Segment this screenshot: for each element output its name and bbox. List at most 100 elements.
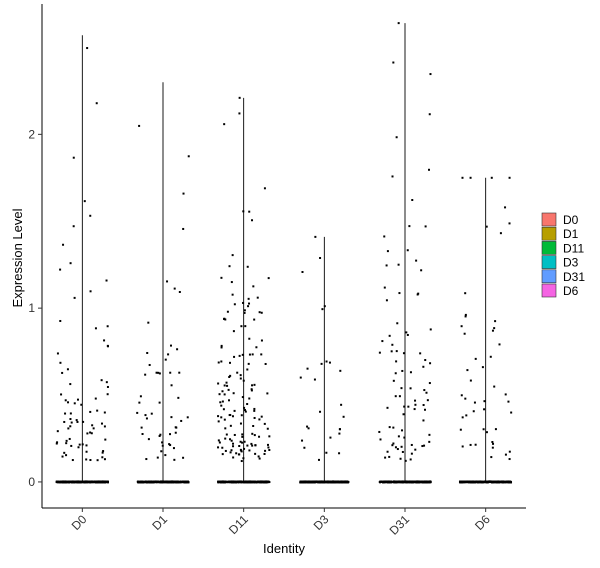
data-point: [56, 430, 59, 433]
data-point: [342, 415, 345, 418]
data-point: [69, 418, 72, 421]
data-point: [232, 442, 235, 445]
data-point: [155, 371, 158, 374]
data-point: [489, 355, 492, 358]
data-point: [144, 373, 147, 376]
data-point: [396, 481, 399, 484]
data-point: [65, 454, 68, 457]
data-point: [102, 480, 105, 483]
data-point: [85, 458, 88, 461]
data-point: [404, 459, 407, 462]
data-point: [163, 480, 166, 483]
legend-item: D0: [541, 212, 579, 227]
data-point: [251, 219, 254, 222]
data-point: [67, 401, 70, 404]
data-point: [253, 481, 256, 484]
data-point: [258, 457, 261, 460]
data-point: [147, 481, 150, 484]
data-point: [251, 444, 254, 447]
data-point: [428, 433, 431, 436]
data-point: [339, 369, 342, 372]
data-point: [242, 301, 245, 304]
data-point: [263, 452, 266, 455]
data-point: [403, 405, 406, 408]
data-point: [474, 443, 477, 446]
data-point: [391, 175, 394, 178]
data-point: [250, 442, 253, 445]
data-point: [419, 352, 422, 355]
data-point: [507, 400, 510, 403]
data-point: [85, 450, 88, 453]
data-point: [178, 371, 181, 374]
data-point: [266, 481, 269, 484]
data-point: [86, 481, 89, 483]
data-point: [405, 331, 408, 334]
data-point: [409, 371, 412, 374]
data-point: [491, 446, 494, 449]
data-point: [62, 481, 64, 484]
y-axis-ticks: 0 1 2: [28, 127, 42, 489]
legend-item: D3: [541, 255, 579, 270]
data-point: [331, 481, 334, 484]
data-point: [398, 395, 401, 398]
data-point: [76, 420, 79, 423]
data-point: [378, 351, 381, 354]
data-point: [102, 450, 105, 453]
data-point: [392, 426, 395, 429]
data-point: [89, 431, 92, 434]
data-point: [240, 480, 243, 483]
data-point: [100, 379, 103, 382]
data-point: [228, 399, 231, 402]
data-point: [136, 411, 139, 414]
data-point: [402, 413, 405, 416]
data-point: [338, 432, 341, 435]
data-point: [174, 480, 177, 483]
data-point: [224, 437, 227, 440]
data-point: [240, 460, 243, 463]
data-point: [429, 481, 431, 484]
data-point: [386, 406, 389, 409]
data-point: [66, 368, 69, 371]
data-point: [253, 434, 256, 437]
data-point: [105, 279, 108, 282]
data-point: [174, 426, 177, 429]
data-point: [170, 480, 173, 483]
data-point: [476, 480, 479, 483]
data-point: [382, 481, 384, 484]
data-point: [407, 480, 410, 483]
data-point: [401, 480, 404, 483]
data-point: [176, 348, 179, 351]
data-point: [248, 210, 251, 213]
data-point: [92, 481, 95, 483]
data-point: [181, 480, 184, 483]
data-point: [397, 263, 400, 266]
data-point: [467, 480, 470, 483]
data-point: [217, 481, 220, 484]
data-point: [465, 481, 468, 483]
data-point: [217, 439, 220, 442]
data-point: [429, 362, 432, 365]
data-point: [94, 481, 97, 484]
data-point: [221, 446, 224, 449]
data-point: [489, 480, 491, 483]
data-point: [79, 481, 82, 484]
data-point: [146, 351, 149, 354]
data-point: [464, 292, 467, 295]
data-point: [422, 404, 425, 407]
data-point: [229, 424, 232, 427]
data-point: [423, 481, 426, 484]
data-point: [89, 459, 92, 462]
data-point: [157, 481, 160, 483]
data-point: [510, 481, 512, 484]
data-point: [103, 339, 106, 342]
data-point: [260, 339, 263, 342]
data-point: [504, 393, 507, 396]
data-point: [410, 443, 413, 446]
data-point: [62, 243, 65, 246]
data-point: [220, 404, 223, 407]
legend-item: D31: [541, 269, 585, 284]
data-point: [244, 325, 247, 328]
data-point: [258, 480, 261, 483]
data-point: [417, 292, 420, 295]
data-point: [223, 418, 226, 421]
